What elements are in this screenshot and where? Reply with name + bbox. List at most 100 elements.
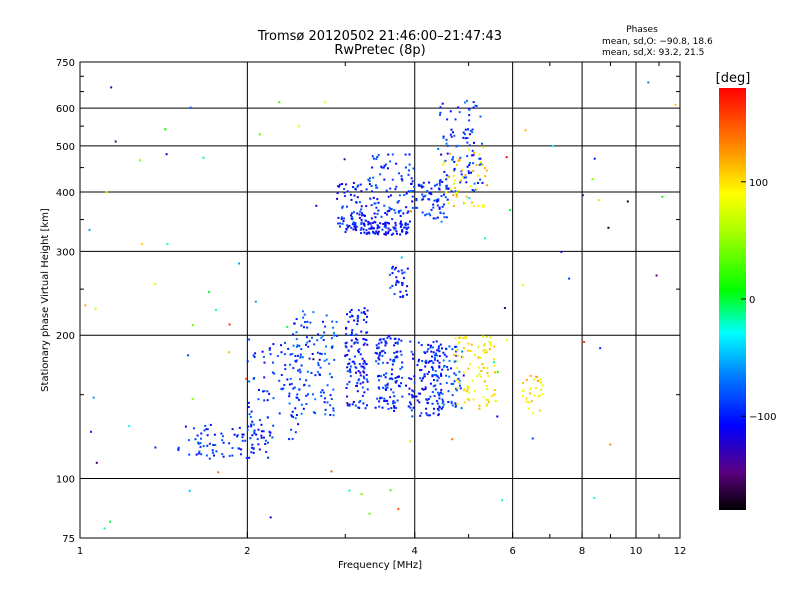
- data-point: [376, 227, 379, 230]
- data-point: [177, 449, 180, 451]
- data-point: [350, 331, 353, 334]
- data-point: [308, 340, 311, 343]
- data-point: [424, 214, 427, 217]
- data-point: [442, 359, 445, 362]
- data-point: [454, 360, 457, 363]
- data-point: [331, 346, 334, 349]
- data-point: [377, 346, 380, 349]
- data-point: [386, 167, 389, 170]
- data-point: [349, 365, 352, 368]
- data-point: [401, 395, 404, 398]
- data-point: [248, 338, 251, 341]
- data-point: [441, 181, 444, 183]
- data-point: [478, 157, 481, 160]
- data-point: [375, 186, 378, 189]
- data-point: [384, 233, 387, 236]
- data-point: [362, 370, 365, 373]
- data-point: [208, 457, 211, 460]
- data-point: [350, 334, 353, 336]
- data-point: [459, 336, 462, 339]
- data-point: [419, 369, 422, 372]
- data-point: [528, 401, 530, 404]
- data-point: [351, 223, 354, 226]
- data-point: [374, 184, 377, 187]
- data-point: [364, 214, 366, 217]
- data-point: [433, 199, 436, 202]
- data-point: [109, 520, 112, 523]
- data-point: [385, 386, 388, 389]
- data-point: [348, 404, 351, 407]
- data-point: [462, 136, 465, 139]
- data-point: [467, 342, 470, 345]
- data-point: [305, 379, 308, 382]
- data-point: [303, 383, 306, 386]
- data-point: [384, 212, 387, 214]
- data-point: [467, 128, 470, 131]
- data-point: [423, 373, 426, 376]
- data-point: [401, 284, 404, 287]
- data-point: [408, 153, 411, 156]
- data-point: [199, 445, 202, 448]
- data-point: [372, 230, 375, 233]
- data-point: [365, 188, 368, 191]
- data-point: [462, 131, 465, 134]
- data-point: [539, 381, 542, 384]
- data-point: [314, 398, 317, 401]
- data-point: [203, 429, 206, 432]
- data-point: [428, 198, 431, 201]
- data-point: [378, 354, 381, 357]
- data-point: [247, 401, 250, 404]
- data-point: [245, 377, 248, 380]
- data-point: [346, 190, 349, 193]
- data-point: [192, 427, 195, 430]
- data-point: [474, 354, 477, 357]
- data-points: [84, 81, 677, 530]
- data-point: [303, 313, 306, 316]
- data-point: [460, 173, 463, 176]
- data-point: [378, 400, 381, 403]
- data-point: [300, 364, 303, 367]
- data-point: [445, 216, 448, 219]
- data-point: [298, 388, 301, 391]
- data-point: [411, 180, 414, 183]
- data-point: [278, 412, 281, 415]
- data-point: [395, 355, 398, 358]
- data-point: [437, 147, 440, 150]
- data-point: [466, 137, 469, 139]
- data-point: [213, 454, 215, 457]
- data-point: [332, 388, 335, 391]
- data-point: [453, 160, 456, 163]
- data-point: [537, 395, 540, 398]
- data-point: [298, 398, 300, 401]
- data-point: [382, 223, 385, 225]
- data-point: [396, 279, 399, 282]
- data-point: [287, 347, 290, 350]
- data-point: [253, 432, 256, 435]
- data-point: [377, 230, 380, 233]
- data-point: [458, 384, 461, 387]
- y-tick-label: 100: [56, 475, 75, 486]
- data-point: [344, 355, 347, 358]
- data-point: [393, 228, 396, 231]
- data-point: [330, 398, 333, 400]
- data-point: [426, 190, 429, 192]
- data-point: [211, 451, 214, 454]
- data-point: [436, 391, 439, 394]
- data-point: [421, 377, 424, 380]
- data-point: [358, 216, 361, 219]
- data-point: [452, 131, 454, 134]
- data-point: [364, 313, 367, 315]
- data-point: [213, 433, 216, 436]
- data-point: [455, 374, 457, 377]
- data-point: [405, 290, 408, 292]
- data-point: [408, 393, 411, 396]
- data-point: [336, 192, 339, 195]
- data-point: [374, 232, 377, 235]
- data-point: [366, 343, 369, 346]
- data-point: [420, 368, 423, 371]
- data-point: [258, 389, 260, 391]
- data-point: [290, 414, 293, 417]
- data-point: [241, 439, 244, 442]
- data-point: [401, 376, 404, 379]
- data-point: [390, 377, 393, 380]
